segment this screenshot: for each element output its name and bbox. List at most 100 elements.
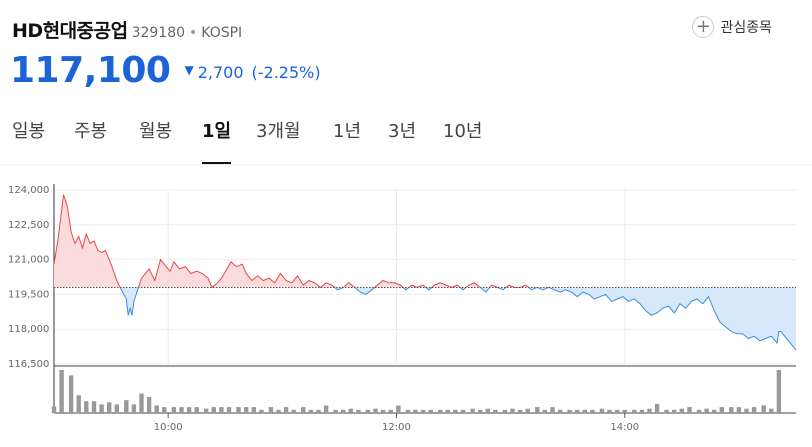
volume-bar [493,409,498,413]
volume-bar [632,409,637,413]
volume-bar [535,407,540,413]
y-tick-label: 124,000 [8,185,49,196]
volume-bar [615,409,620,413]
volume-bar [283,407,289,413]
down-triangle-icon: ▼ [184,63,194,77]
price-area-down [120,287,796,351]
volume-bar [301,407,306,413]
volume-bar [179,407,184,413]
volume-bar [502,409,508,413]
volume-bar [51,406,57,414]
volume-bar [413,409,418,413]
volume-bar [380,409,386,413]
volume-bar [647,408,652,413]
volume-bar [68,375,74,413]
volume-bar [517,409,523,413]
add-watchlist-button[interactable]: + 관심종목 [692,16,772,38]
volume-bar [114,404,119,413]
volume-bar [291,409,296,413]
separator-dot-icon: • [189,25,198,41]
quote-row: 117,100 ▼ 2,700 (-2.25%) [10,50,321,91]
volume-bar [244,407,249,413]
volume-bar [84,401,89,413]
volume-bar [251,407,256,413]
volume-bar [348,408,353,413]
volume-bar [171,407,177,413]
volume-bar [744,408,749,413]
x-tick-label: 14:00 [610,422,639,433]
y-tick-label: 118,000 [8,324,49,335]
add-watchlist-label: 관심종목 [720,20,772,36]
volume-bar [420,409,426,413]
tab-daily[interactable]: 일봉 [12,121,46,142]
volume-bar [712,409,717,413]
volume-bar [356,409,361,413]
stock-name: HD현대중공업 [12,20,128,42]
volume-bar [365,409,371,413]
tab-weekly[interactable]: 주봉 [74,121,108,142]
volume-bar [696,409,702,413]
volume-bar [761,405,766,413]
price-line-up [53,194,551,288]
volume-bar [91,401,97,413]
volume-bar [478,409,483,413]
volume-bar [470,408,475,413]
volume-bar [776,370,782,413]
volume-bar [162,407,167,413]
volume-bar [428,409,433,413]
volume-bar [76,395,81,413]
volume-bar [769,408,774,413]
volume-bar [204,408,209,413]
volume-bar [333,409,338,413]
x-tick-label: 10:00 [154,422,183,433]
price-line-down [119,287,797,351]
volume-bar [542,409,548,413]
volume-bar [226,407,232,413]
volume-bar [388,409,393,413]
price-change: 2,700 [197,63,244,82]
volume-bar [154,405,159,413]
volume-bar [59,370,64,413]
volume-bar [219,407,224,413]
volume-bar [751,407,757,413]
volume-bar [211,407,216,413]
volume-bar [557,409,563,413]
volume-bar [590,409,595,413]
y-tick-label: 122,500 [8,220,49,231]
tab-3years[interactable]: 3년 [388,121,417,142]
volume-bar [719,407,724,413]
volume-bar [124,400,129,413]
volume-bar [679,408,684,413]
volume-bar [405,409,411,413]
volume-bar [194,407,199,413]
volume-bar [107,402,112,414]
tab-1day[interactable]: 1일 [202,118,232,164]
tab-1year[interactable]: 1년 [333,121,362,142]
volume-bar [146,396,152,413]
volume-bar [131,404,137,413]
volume-bar [99,404,104,413]
volume-bar [525,408,530,413]
volume-bar [438,409,443,413]
stock-code: 329180 [131,25,186,41]
period-tabs: 일봉 주봉 월봉 1일 3개월 1년 3년 10년 [0,118,812,165]
volume-bar [607,409,612,413]
y-tick-label: 116,500 [8,359,49,370]
volume-bar [276,409,281,413]
tab-monthly[interactable]: 월봉 [139,121,173,142]
volume-bar [139,393,144,413]
volume-bar [445,409,450,413]
volume-bar [664,409,669,413]
volume-bar [323,405,329,413]
volume-bar [582,409,587,413]
volume-bar [316,409,321,413]
volume-bar [575,409,580,413]
tab-3months[interactable]: 3개월 [256,121,301,142]
volume-bar [736,407,742,413]
volume-bar [373,408,378,413]
y-tick-label: 119,500 [8,289,49,300]
stock-header: HD현대중공업 329180 • KOSPI [12,16,242,44]
volume-bar [599,408,605,413]
tab-10years[interactable]: 10년 [443,121,483,142]
